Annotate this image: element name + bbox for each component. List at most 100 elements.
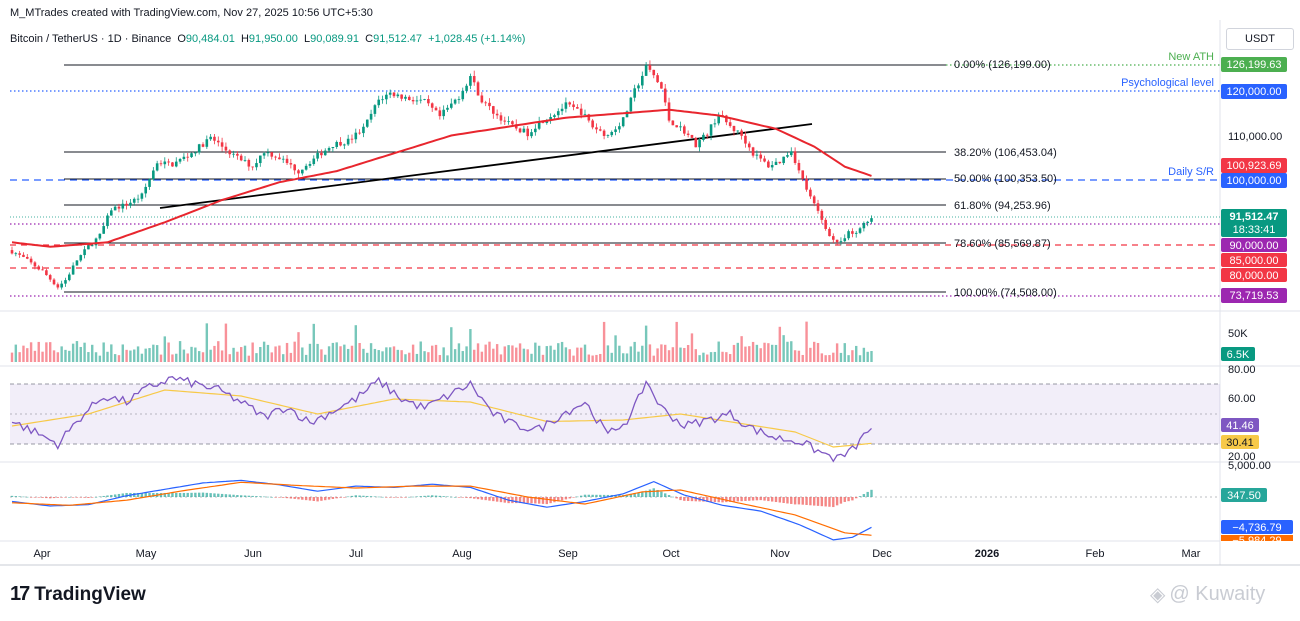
tag-signal-value: −5,984.29 [1232,535,1281,547]
candle [132,197,136,206]
volume-bar [369,343,373,362]
volume-bar [778,326,782,362]
macd-hist-bar [770,497,774,502]
volume-bar [125,349,128,362]
candle [809,187,812,199]
candle [87,244,90,250]
volume-bar [851,350,854,362]
volume-bar [304,354,308,362]
volume-bar [480,351,484,362]
candle [870,215,873,224]
candle [178,157,182,164]
time-axis-label: Nov [770,548,790,560]
candle [763,155,766,163]
ascending-trendline[interactable] [159,123,813,209]
candle [339,137,342,147]
candle [751,146,755,158]
macd-hist-bar [713,497,717,503]
candle [789,147,793,158]
volume-bar [725,352,728,362]
candle [140,192,144,202]
macd-hist-bar [568,497,571,499]
macd-hist-bar [259,496,262,497]
time-axis-label: Aug [452,548,472,560]
candle [259,155,262,167]
volume-bar [522,348,526,362]
macd-hist-bar [434,495,438,497]
volume-bar [175,353,178,362]
candle [740,128,743,140]
volume-bar [171,354,174,362]
volume-bar [515,347,518,362]
volume-bar [492,348,495,362]
candle [713,118,717,128]
candle [774,158,778,166]
volume-bar [622,353,625,362]
macd-hist-bar [408,496,411,498]
volume-bar [140,353,144,362]
volume-bar [236,351,239,362]
rsi-ma-line [11,389,872,448]
candle [736,130,740,135]
watermark: ◈ @ Kuwaity [1150,582,1265,607]
macd-hist-bar [675,497,678,499]
macd-hist-bar [732,497,736,502]
macd-hist-bar [503,497,506,503]
macd-hist-bar [495,497,499,502]
candle [465,83,468,94]
macd-hist-bar [709,497,713,502]
macd-hist-bar [33,497,37,498]
volume-bar [312,323,315,362]
candle [492,105,495,119]
volume-bar [52,350,56,362]
candle [560,103,564,115]
volume-bar [583,344,587,362]
volume-bar [446,355,449,362]
macd-hist-bar [793,497,797,505]
candle [155,160,159,172]
open-label: O [177,33,186,45]
macd-hist-bar [511,497,514,504]
volume-bar [404,354,407,362]
volume-bar [152,344,155,362]
time-axis[interactable]: Apr May Jun Jul Aug Sep Oct Nov Dec 2026 Feb Mar [33,548,1200,560]
candle [45,268,48,276]
candle [25,253,29,260]
candle [427,95,430,107]
volume-bar [763,342,766,362]
volume-bar [224,323,228,362]
tradingview-logo[interactable]: 17 TradingView [10,583,146,606]
macd-hist-bar [648,489,652,497]
macd-hist-bar [113,494,117,497]
macd-hist-bar [843,497,846,502]
candle [113,204,117,211]
volume-bar [713,351,717,362]
symbol-name[interactable]: Bitcoin / TetherUS · 1D · Binance [10,33,172,45]
volume-bar [767,343,770,362]
candle [415,95,419,105]
volume-bar [805,321,808,362]
candle [820,209,824,224]
volume-bar [625,353,629,362]
macd-hist-bar [515,497,518,504]
candle [835,239,839,246]
new-ath-label: New ATH [1168,51,1214,63]
macd-line [11,479,872,541]
candle [709,124,713,141]
candle [472,70,476,86]
macd-hist-bar [862,494,866,497]
macd-hist-bar [98,496,102,498]
candle [335,140,338,149]
macd-hist-bar [660,491,663,497]
macd-hist-bar [346,496,350,498]
macd-hist-bar [664,493,667,497]
candle [595,123,598,134]
macd-hist-bar [767,497,770,502]
currency-selector[interactable]: USDT [1226,28,1294,50]
macd-hist-bar [22,496,25,498]
macd-hist-bar [217,493,220,497]
volume-bar [14,344,18,362]
time-axis-label: Dec [872,548,892,560]
macd-hist-bar [744,497,747,501]
